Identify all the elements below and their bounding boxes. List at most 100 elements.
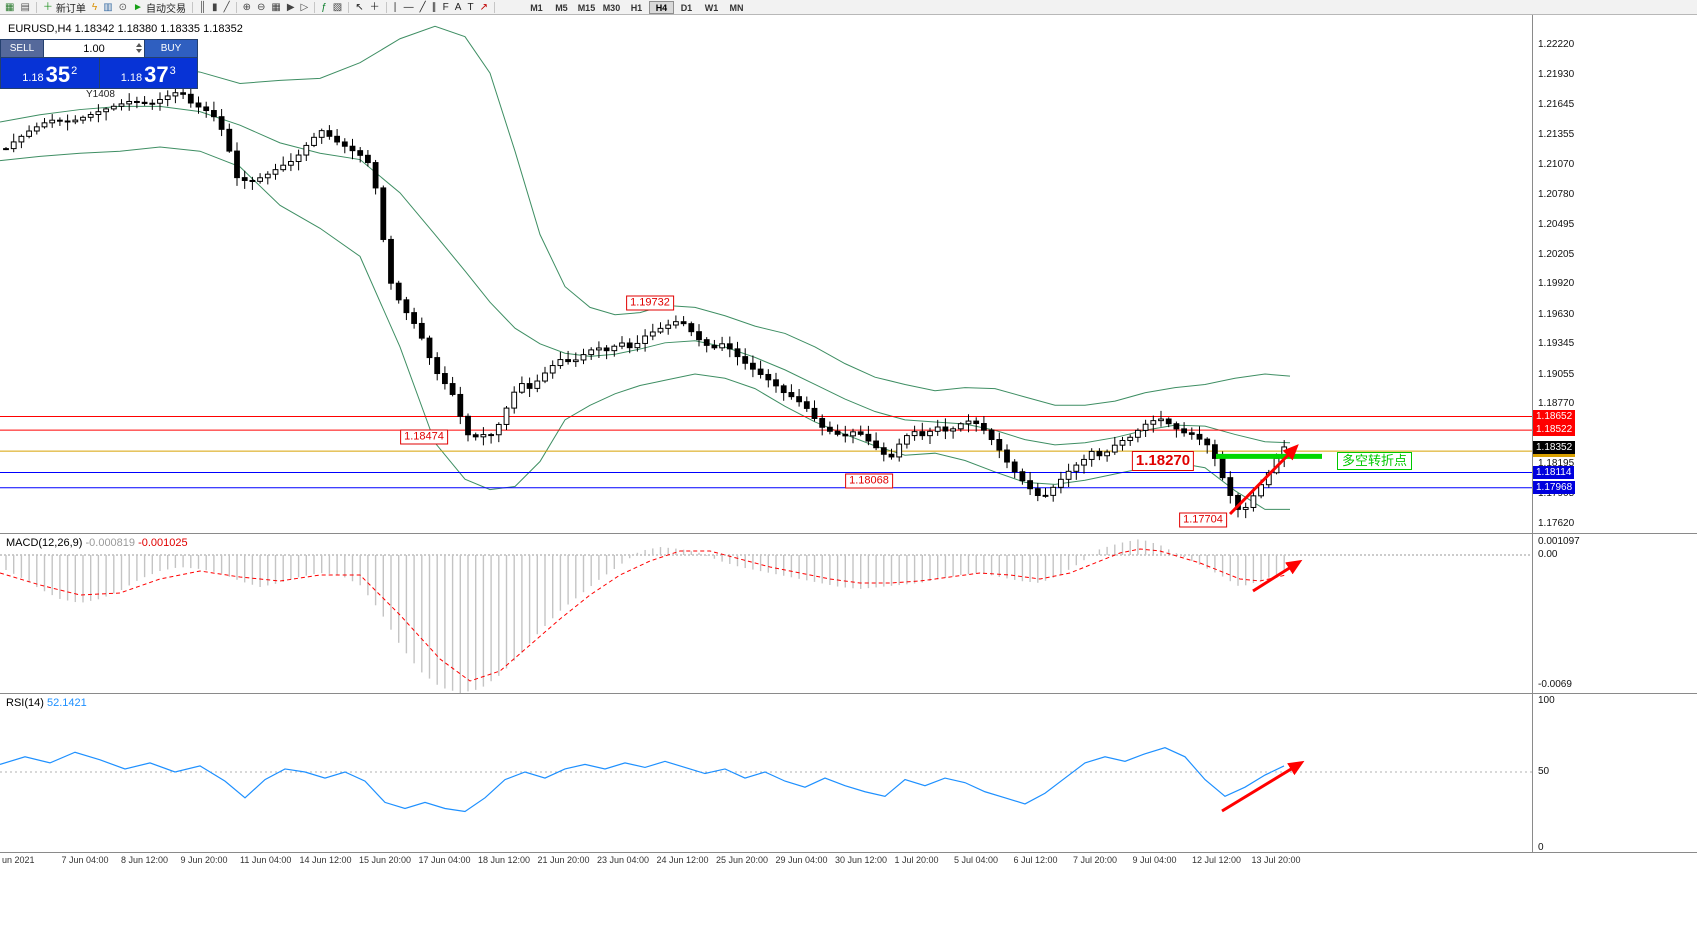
label-icon[interactable]: T (464, 1, 476, 14)
cursor-icon[interactable]: ↖ (352, 1, 366, 14)
tile-windows-icon[interactable]: ▦ (268, 1, 283, 14)
accounts-icon[interactable]: ▥ (100, 1, 115, 14)
price-tick: 1.20780 (1538, 188, 1575, 200)
price-tick: 1.19345 (1538, 338, 1575, 350)
vertical-line-icon[interactable]: ∣ (390, 1, 401, 14)
trend-arrow[interactable] (1228, 444, 1299, 516)
macd-axis-label: -0.0069 (1538, 679, 1572, 690)
macd-histogram (5, 539, 1285, 693)
trendline-icon: ╱ (419, 1, 426, 13)
time-tick: 5 Jul 04:00 (954, 855, 999, 865)
timeframe-m30[interactable]: M30 (602, 2, 621, 13)
price-tick: 1.22220 (1538, 39, 1575, 50)
horizontal-line-icon[interactable]: — (401, 1, 417, 14)
auto-scroll-icon: ▶ (286, 1, 295, 13)
timeframe-w1[interactable]: W1 (704, 2, 719, 13)
price-tick: 1.20495 (1538, 218, 1575, 230)
new-chart-icon[interactable]: ▦ (2, 1, 17, 14)
candle-chart-icon: ▮ (212, 1, 218, 13)
autotrade-button[interactable]: ► 自动交易 (130, 1, 189, 15)
price-axis: 1.22220 1.21930 1.21645 1.21355 1.21070 1.207… (1532, 0, 1696, 939)
templates-icon: ▧ (332, 1, 343, 13)
arrow-tool-icon: ↗ (479, 1, 488, 13)
arrow-tool-icon[interactable]: ↗ (477, 1, 491, 14)
rsi-trend-arrow[interactable] (1221, 760, 1305, 813)
chart-shift-icon[interactable]: ▷ (298, 1, 312, 14)
text-icon[interactable]: A (452, 1, 465, 14)
fibonacci-icon[interactable]: F (440, 1, 452, 14)
price-tick: 1.17905 (1538, 488, 1575, 500)
alerts-icon[interactable]: ⊙ (116, 1, 130, 14)
rsi-axis-label: 100 (1538, 695, 1555, 706)
candle-chart-icon[interactable]: ▮ (209, 1, 221, 14)
bar-chart-icon[interactable]: ║ (196, 1, 209, 14)
auto-scroll-icon[interactable]: ▶ (284, 1, 298, 14)
price-tick: 1.19920 (1538, 278, 1575, 290)
fibonacci-icon: F (442, 1, 449, 13)
sell-button[interactable]: SELL (1, 40, 43, 57)
toolbar-separator (35, 1, 37, 13)
crosshair-icon[interactable]: ＋ (367, 1, 383, 14)
price-tick: 1.18770 (1538, 398, 1575, 410)
horizontal-levels[interactable] (0, 416, 1532, 489)
zoom-out-icon[interactable]: ⊖ (254, 1, 268, 14)
timeframe-toolbar: M1 M5 M15 M30 H1 H4 D1 W1 MN (524, 0, 749, 14)
macd-indicator-label: MACD(12,26,9) -0.000819 -0.001025 (6, 537, 188, 549)
timeframe-h1[interactable]: H1 (630, 2, 643, 13)
time-tick: 12 Jul 12:00 (1192, 855, 1242, 865)
price-tick: 1.17620 (1538, 517, 1575, 529)
bollinger-bands (0, 25, 1291, 510)
price-tick: 1.21645 (1538, 98, 1575, 110)
profiles-icon[interactable]: ▤ (17, 1, 32, 14)
vertical-line-icon: ∣ (392, 1, 398, 13)
time-tick: 9 Jun 20:00 (180, 855, 228, 865)
toolbar-separator (191, 1, 193, 13)
trendline-icon[interactable]: ╱ (417, 1, 429, 14)
toolbar-separator (235, 1, 237, 13)
line-chart-icon: ╱ (223, 1, 230, 13)
time-tick: 15 Jun 20:00 (359, 855, 412, 865)
new-order-button-label: 新订单 (55, 3, 86, 15)
indicators-icon: ƒ (321, 1, 327, 13)
turning-point-annotation[interactable]: 多空转折点 (1337, 452, 1413, 470)
time-tick: 6 Jul 12:00 (1013, 855, 1058, 865)
timeframe-d1[interactable]: D1 (680, 2, 693, 13)
timeframe-h4[interactable]: H4 (648, 0, 674, 14)
tile-windows-icon: ▦ (271, 1, 281, 13)
timeframe-mn[interactable]: MN (729, 2, 744, 13)
templates-icon[interactable]: ▧ (330, 1, 345, 14)
one-click-trading-panel: SELL 1.00 BUY 1.18 35 2 1.18 37 3 (0, 39, 198, 89)
indicators-icon[interactable]: ƒ (318, 1, 330, 14)
volume-spinner[interactable] (136, 43, 142, 53)
timeframe-m1[interactable]: M1 (530, 2, 543, 13)
bid-price-button[interactable]: 1.18 35 2 (1, 58, 99, 88)
horizontal-line-icon: — (403, 1, 414, 13)
lightning-icon[interactable]: ϟ (89, 1, 100, 14)
time-tick: 21 Jun 20:00 (537, 855, 590, 865)
level-price-box: 1.17968 (1533, 480, 1576, 494)
timeframe-m15[interactable]: M15 (577, 2, 596, 13)
spinner-down-icon[interactable] (136, 49, 142, 53)
level-price-box: 1.18652 (1533, 409, 1576, 423)
bollinger-middle-band (0, 105, 1291, 446)
level-price-box: 1.18114 (1533, 465, 1575, 479)
time-tick: 11 Jun 04:00 (240, 855, 292, 865)
price-tick: 1.19630 (1538, 308, 1575, 320)
buy-button[interactable]: BUY (145, 40, 197, 57)
volume-input[interactable]: 1.00 (44, 40, 144, 57)
toolbar-separator (493, 1, 495, 13)
macd-trend-arrow[interactable] (1252, 559, 1303, 593)
channel-icon[interactable]: ∥ (429, 1, 440, 14)
label-icon: T (467, 1, 474, 13)
bar-chart-icon: ║ (198, 1, 207, 13)
new-order-button[interactable]: ＋新订单 (40, 1, 89, 15)
spinner-up-icon[interactable] (136, 43, 142, 47)
profiles-icon: ▤ (20, 1, 30, 13)
macd-title: MACD(12,26,9) (6, 537, 83, 549)
autotrade-icon: ► (133, 1, 143, 13)
line-chart-icon[interactable]: ╱ (221, 1, 233, 14)
ask-price-button[interactable]: 1.18 37 3 (99, 58, 197, 88)
zoom-in-icon[interactable]: ⊕ (240, 1, 254, 14)
timeframe-m5[interactable]: M5 (555, 2, 568, 13)
rsi-title: RSI(14) (6, 697, 44, 709)
